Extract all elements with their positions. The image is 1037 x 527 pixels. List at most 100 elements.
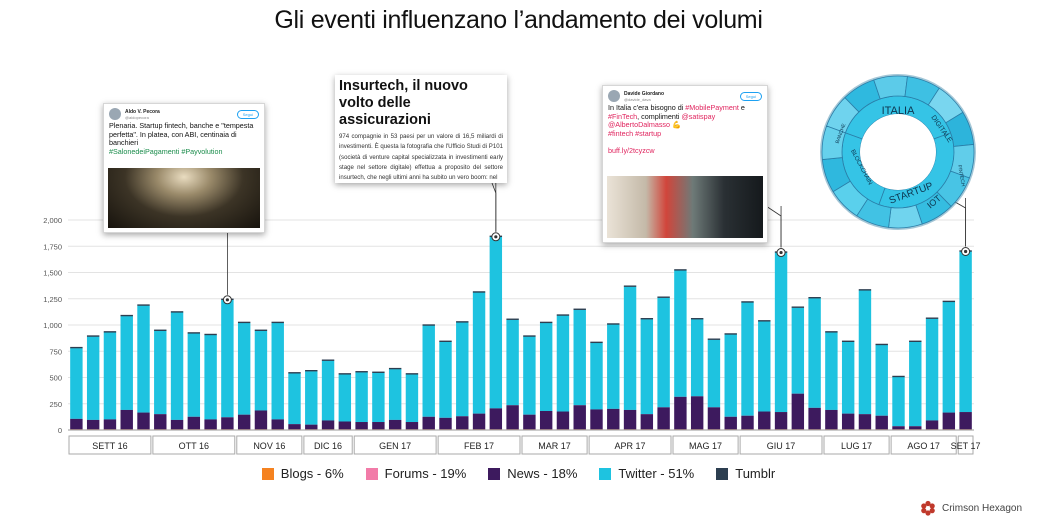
bar-tumblr <box>841 340 855 342</box>
tweet-mention-satispay[interactable]: @satispay <box>681 111 716 121</box>
wheel-label-italia: ITALIA <box>882 105 915 117</box>
bar-news <box>925 420 939 430</box>
bar-twitter <box>472 292 486 414</box>
bar-tumblr <box>472 291 486 293</box>
bar-tumblr <box>86 335 100 337</box>
bar-news <box>858 414 872 430</box>
bar-twitter <box>841 341 855 414</box>
callout-connector <box>491 182 497 232</box>
bar-tumblr <box>237 321 251 324</box>
tweet-mention-dalmasso[interactable]: @AlbertoDalmasso <box>608 120 671 130</box>
bar-tumblr <box>439 340 452 342</box>
bar-news <box>489 408 503 430</box>
bar-twitter <box>539 322 553 411</box>
tweet-hashtags-fintech-startup[interactable]: #fintech #startup <box>608 128 662 138</box>
bar-news <box>405 422 419 430</box>
bar-twitter <box>724 334 737 417</box>
bar-news <box>388 419 402 430</box>
stacked-bar-chart: 0 250 500 750 1,000 1,250 1,500 1,750 2,000 SETT … <box>43 182 981 455</box>
month-label: GIU 17 <box>767 441 796 451</box>
bar-news <box>875 415 888 430</box>
bar-twitter <box>204 334 217 420</box>
tweet-handle: @aldopecora <box>125 114 149 120</box>
bar-news <box>70 418 83 430</box>
article-card-insurtech[interactable]: Insurtech, il nuovo volto delle assicura… <box>335 75 507 183</box>
bar-twitter <box>690 319 704 397</box>
bar-news <box>204 419 217 430</box>
month-box <box>672 435 739 455</box>
bar-tumblr <box>539 321 553 324</box>
bar-news <box>137 412 150 430</box>
y-tick-label: 1,000 <box>43 321 62 330</box>
legend-label: Twitter - 51% <box>618 466 695 481</box>
bar-news <box>305 424 318 430</box>
tweet-hashtag-fintech[interactable]: #FinTech <box>608 111 638 121</box>
bar-tumblr <box>892 375 905 378</box>
legend-item: News - 18% <box>488 466 577 481</box>
bar-news <box>758 411 771 430</box>
bar-tumblr <box>271 321 284 324</box>
wheel-outer-segment <box>888 204 923 229</box>
bar-tumblr <box>909 340 922 342</box>
bar-twitter <box>70 348 83 419</box>
bar-twitter <box>506 319 519 406</box>
bar-twitter <box>489 236 503 409</box>
bar-tumblr <box>154 329 167 331</box>
follow-button[interactable]: Segui <box>739 91 762 101</box>
tweet-link[interactable]: buff.ly/2tcyzcw <box>608 145 655 155</box>
brand-name: Crimson Hexagon <box>942 502 1023 514</box>
tweet-hashtag-mobilepayment[interactable]: #MobilePayment <box>685 103 739 112</box>
month-box <box>957 435 974 455</box>
bar-news <box>841 413 855 430</box>
bar-news <box>607 408 620 430</box>
y-tick-label: 0 <box>58 426 62 435</box>
tweet-text-3: , complimenti <box>637 111 682 121</box>
bar-news <box>640 414 654 430</box>
month-label: FEB 17 <box>464 441 494 451</box>
bar-news <box>338 421 352 430</box>
bar-twitter <box>388 369 402 420</box>
bar-news <box>825 409 838 430</box>
wheel-outer-segment <box>821 125 846 161</box>
bar-tumblr <box>690 318 704 320</box>
month-box <box>353 435 437 455</box>
tweet-card-pecora[interactable]: Aldo V. Pecora @aldopecora Segui Plenari… <box>103 103 265 233</box>
bar-twitter <box>103 332 117 420</box>
brand-logo: Crimson Hexagon <box>920 500 1022 516</box>
bar-tumblr <box>204 333 217 336</box>
tweet-hashtags[interactable]: #SalonedeiPagamenti #Payvolution <box>109 146 223 156</box>
bar-tumblr <box>103 331 117 333</box>
bar-twitter <box>741 302 754 416</box>
bar-tumblr <box>523 335 536 337</box>
month-label: NOV 16 <box>253 441 285 451</box>
month-box <box>303 435 353 455</box>
bar-news <box>523 414 536 430</box>
bar-tumblr <box>338 373 352 375</box>
bar-tumblr <box>254 329 268 331</box>
bar-twitter <box>439 341 452 418</box>
month-label: DIC 16 <box>314 441 342 451</box>
bar-tumblr <box>70 346 83 349</box>
bar-tumblr <box>405 373 419 375</box>
conference-photo <box>108 168 260 228</box>
bar-twitter <box>456 322 469 417</box>
bar-news <box>674 396 687 430</box>
bar-news <box>623 409 637 430</box>
legend-item: Forums - 19% <box>365 466 466 481</box>
tweet-author: Aldo V. Pecora <box>125 108 160 115</box>
follow-button[interactable]: Segui <box>236 109 259 119</box>
bar-news <box>86 419 100 430</box>
bar-tumblr <box>623 285 637 287</box>
month-label: LUG 17 <box>841 441 872 451</box>
tweet-card-giordano[interactable]: Davide Giordano @davide_dava Segui In It… <box>602 85 768 243</box>
month-box <box>739 435 823 455</box>
month-label: GEN 17 <box>379 441 411 451</box>
month-box <box>890 435 957 455</box>
bar-twitter <box>808 298 821 408</box>
tweet-text-1: In Italia c'era bisogno di <box>608 103 686 112</box>
topic-wheel: ITALIA STARTUP BLOCKCHAIN DIGITALE IOT B… <box>820 74 976 230</box>
bar-twitter <box>825 332 838 410</box>
bar-tumblr <box>556 314 570 316</box>
bar-news <box>573 405 586 430</box>
bar-tumblr <box>456 321 469 323</box>
